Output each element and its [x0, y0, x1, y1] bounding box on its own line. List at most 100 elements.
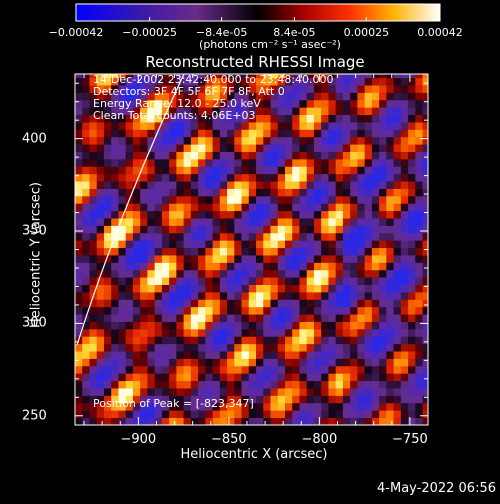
heatmap-cell	[328, 173, 337, 182]
heatmap-cell	[234, 380, 242, 389]
heatmap-cell	[379, 365, 387, 374]
heatmap-cell	[205, 410, 213, 419]
heatmap-cell	[328, 240, 337, 249]
heatmap-cell	[350, 99, 358, 108]
heatmap-cell	[176, 388, 185, 396]
heatmap-cell	[132, 136, 141, 145]
heatmap-cell	[118, 277, 127, 285]
heatmap-cell	[198, 77, 206, 86]
heatmap-cell	[256, 92, 264, 101]
heatmap-cell	[335, 343, 344, 352]
heatmap-cell	[270, 225, 279, 234]
heatmap-cell	[386, 107, 394, 116]
heatmap-cell	[140, 85, 148, 93]
heatmap-cell	[422, 395, 428, 404]
heatmap-cell	[140, 321, 148, 330]
heatmap-cell	[393, 277, 402, 285]
heatmap-cell	[371, 336, 380, 345]
heatmap-cell	[364, 195, 373, 204]
heatmap-cell	[321, 314, 329, 322]
heatmap-cell	[219, 232, 228, 241]
heatmap-cell	[183, 343, 192, 352]
heatmap-cell	[241, 247, 250, 256]
heatmap-cell	[284, 336, 293, 345]
heatmap-cell	[198, 284, 206, 293]
heatmap-cell	[313, 151, 322, 160]
heatmap-cell	[75, 314, 83, 322]
heatmap-cell	[82, 328, 90, 337]
heatmap-cell	[82, 173, 90, 182]
heatmap-cell	[190, 247, 199, 256]
heatmap-cell	[350, 218, 358, 226]
heatmap-cell	[205, 306, 213, 315]
heatmap-cell	[306, 232, 315, 241]
heatmap-cell	[335, 417, 344, 425]
heatmap-cell	[190, 395, 199, 404]
heatmap-cell	[96, 77, 105, 86]
heatmap-cell	[89, 225, 98, 234]
heatmap-cell	[284, 129, 293, 138]
heatmap-cell	[408, 402, 416, 411]
heatmap-cell	[212, 269, 221, 278]
heatmap-cell	[292, 129, 300, 138]
heatmap-cell	[342, 77, 351, 86]
heatmap-cell	[227, 306, 235, 315]
heatmap-cell	[147, 410, 156, 419]
heatmap-cell	[263, 107, 271, 116]
heatmap-cell	[176, 122, 185, 130]
heatmap-cell	[118, 306, 127, 315]
heatmap-cell	[96, 114, 105, 123]
heatmap-cell	[313, 351, 322, 359]
heatmap-cell	[111, 284, 119, 293]
heatmap-cell	[248, 247, 257, 256]
heatmap-cell	[169, 299, 177, 308]
heatmap-cell	[415, 225, 423, 234]
heatmap-cell	[350, 114, 358, 123]
heatmap-cell	[183, 306, 192, 315]
heatmap-cell	[379, 373, 387, 382]
heatmap-cell	[132, 402, 141, 411]
heatmap-cell	[306, 240, 315, 249]
heatmap-cell	[386, 255, 394, 263]
heatmap-cell	[408, 203, 416, 212]
heatmap-cell	[408, 306, 416, 315]
heatmap-cell	[212, 122, 221, 130]
heatmap-cell	[393, 388, 402, 396]
heatmap-cell	[198, 306, 206, 315]
heatmap-cell	[219, 99, 228, 108]
heatmap-cell	[227, 99, 235, 108]
heatmap-cell	[234, 203, 242, 212]
heatmap-cell	[248, 410, 257, 419]
heatmap-cell	[393, 129, 402, 138]
heatmap-cell	[321, 181, 329, 189]
heatmap-cell	[415, 277, 423, 285]
heatmap-cell	[219, 195, 228, 204]
heatmap-cell	[299, 388, 308, 396]
heatmap-cell	[284, 158, 293, 167]
heatmap-cell	[393, 188, 402, 197]
heatmap-cell	[212, 166, 221, 175]
heatmap-cell	[96, 277, 105, 285]
heatmap-cell	[284, 225, 293, 234]
heatmap-cell	[82, 166, 90, 175]
heatmap-cell	[386, 343, 394, 352]
heatmap-cell	[313, 166, 322, 175]
heatmap-cell	[75, 92, 83, 101]
heatmap-cell	[154, 388, 163, 396]
heatmap-cell	[96, 343, 105, 352]
heatmap-cell	[321, 144, 329, 152]
heatmap-cell	[140, 107, 148, 116]
heatmap-cell	[350, 262, 358, 271]
heatmap-cell	[256, 284, 264, 293]
heatmap-cell	[400, 402, 409, 411]
heatmap-cell	[219, 218, 228, 226]
heatmap-cell	[103, 321, 112, 330]
heatmap-cell	[205, 181, 213, 189]
heatmap-cell	[190, 306, 199, 315]
heatmap-cell	[270, 380, 279, 389]
heatmap-cell	[292, 122, 300, 130]
heatmap-cell	[357, 151, 366, 160]
heatmap-cell	[103, 218, 112, 226]
heatmap-cell	[132, 74, 141, 79]
heatmap-cell	[299, 299, 308, 308]
